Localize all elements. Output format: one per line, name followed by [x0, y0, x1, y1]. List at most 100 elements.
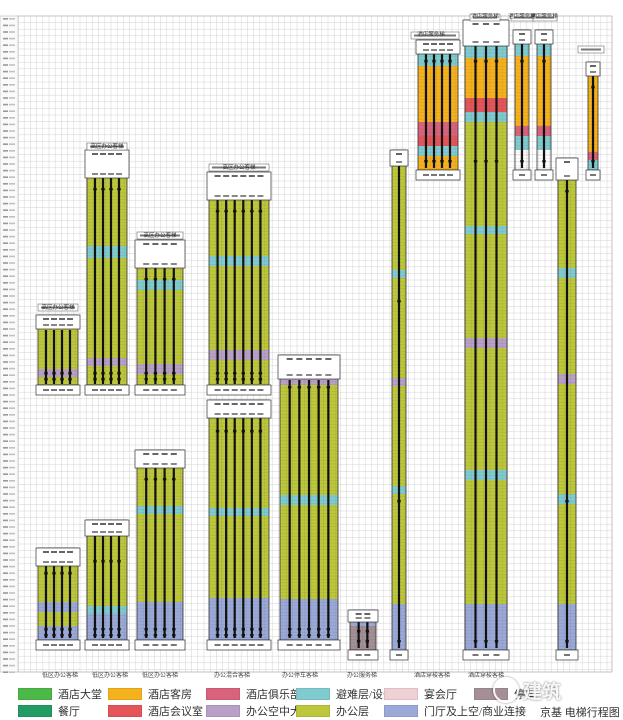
elevator-stop	[162, 378, 167, 381]
floor-label-tick	[9, 394, 15, 396]
floor-label-tick	[3, 612, 8, 614]
floor-label-tick	[3, 51, 8, 53]
elevator-shaft	[250, 200, 253, 384]
elevator-stop	[316, 634, 321, 637]
elevator-stop	[109, 634, 113, 637]
floor-label-tick	[3, 156, 8, 159]
elevator-stop	[258, 378, 263, 381]
group-tag-text-mark	[414, 34, 456, 37]
car-label-mark	[564, 654, 570, 656]
floor-label-tick	[3, 163, 8, 165]
car-label-mark	[116, 389, 122, 391]
car-label-mark	[296, 358, 303, 360]
zone-band	[38, 626, 78, 640]
floor-label-tick	[9, 572, 15, 574]
legend-label: 酒店会议室	[148, 706, 203, 718]
floor-label-tick	[3, 37, 8, 40]
zone-band	[38, 602, 78, 612]
car-label-mark	[223, 644, 230, 646]
group-label-top: 高区办公客梯	[41, 303, 75, 311]
car-label-mark	[161, 453, 168, 455]
elevator-stop	[241, 430, 245, 433]
elevator-shaft	[68, 564, 72, 638]
elevator-shaft	[172, 268, 175, 384]
elevator-stop	[172, 478, 176, 481]
car-label-mark	[59, 318, 65, 320]
elevator-stop	[60, 372, 64, 375]
elevator-shaft	[101, 178, 105, 384]
floor-label-tick	[3, 473, 8, 475]
floor-label-tick	[3, 57, 8, 60]
elevator-stop	[233, 378, 237, 381]
elevator-stop	[494, 160, 499, 163]
floor-label-tick	[3, 77, 8, 79]
car-label-mark	[223, 403, 230, 405]
floor-label-tick	[3, 242, 8, 244]
floor-label-tick	[9, 37, 15, 40]
floor-label-tick	[9, 374, 15, 376]
floor-label-tick	[9, 97, 15, 99]
elevator-stop	[68, 634, 72, 637]
elevator-shaft	[317, 380, 320, 638]
elevator-shaft	[44, 564, 48, 638]
elevator-stop	[172, 372, 176, 375]
elevator-stop	[44, 634, 48, 637]
floor-label-tick	[9, 618, 15, 621]
floor-label-tick	[9, 123, 15, 126]
elevator-stop	[297, 634, 302, 637]
elevator-shaft	[163, 466, 166, 638]
floor-label-tick	[9, 579, 15, 581]
group-tag-text-mark	[581, 48, 601, 51]
elevator-stop	[101, 372, 105, 375]
floor-label-tick	[9, 321, 15, 324]
floor-label-tick	[3, 150, 8, 152]
floor-label-tick	[3, 565, 8, 568]
group-label-bottom: 办公混合客梯	[214, 671, 250, 679]
floor-label-tick	[3, 381, 8, 383]
elevator-stop	[68, 628, 72, 631]
car-label-mark	[325, 374, 332, 376]
car-label-mark	[67, 389, 73, 391]
car-label-mark	[214, 389, 221, 391]
floor-label-tick	[9, 176, 15, 178]
car-label-mark	[161, 463, 168, 465]
floor-label-tick	[9, 460, 15, 462]
zone-band	[209, 350, 269, 360]
car-label-mark	[223, 195, 230, 197]
floor-label-tick	[3, 97, 8, 99]
elevator-stop	[172, 378, 176, 381]
legend-item: 办公层	[296, 704, 369, 718]
floor-label-tick	[3, 202, 8, 205]
elevator-shaft	[495, 46, 498, 648]
floor-label-tick	[9, 222, 15, 225]
floor-label-tick	[9, 44, 15, 46]
elevator-stop	[494, 640, 499, 643]
floor-label-tick	[3, 447, 8, 449]
car-label-mark	[116, 644, 122, 646]
floor-label-tick	[9, 526, 15, 528]
floor-label-tick	[3, 658, 8, 660]
elevator-stop	[172, 634, 176, 637]
elevator-shaft	[93, 536, 97, 638]
elevator-stop	[60, 628, 64, 631]
floor-label-tick	[9, 598, 15, 601]
floor-label-tick	[9, 427, 15, 429]
car-label-mark	[143, 463, 150, 465]
elevator-shaft	[259, 200, 262, 384]
car-label-mark	[223, 389, 230, 391]
car-label-mark	[396, 654, 402, 656]
floor-label-tick	[3, 592, 8, 594]
legend-swatch	[18, 688, 52, 700]
floor-label-tick	[3, 334, 8, 337]
car-label-mark	[170, 243, 177, 245]
floor-label-tick	[3, 414, 8, 416]
elevator-shaft	[327, 380, 330, 638]
car-label-mark	[231, 175, 238, 177]
car-label-mark	[51, 389, 57, 391]
elevator-shaft	[145, 268, 148, 384]
car-label-mark	[51, 324, 57, 326]
floor-label-tick	[9, 70, 15, 73]
elevator-stop	[215, 372, 220, 375]
elevator-stop	[93, 188, 97, 191]
elevator-stop	[326, 628, 331, 631]
